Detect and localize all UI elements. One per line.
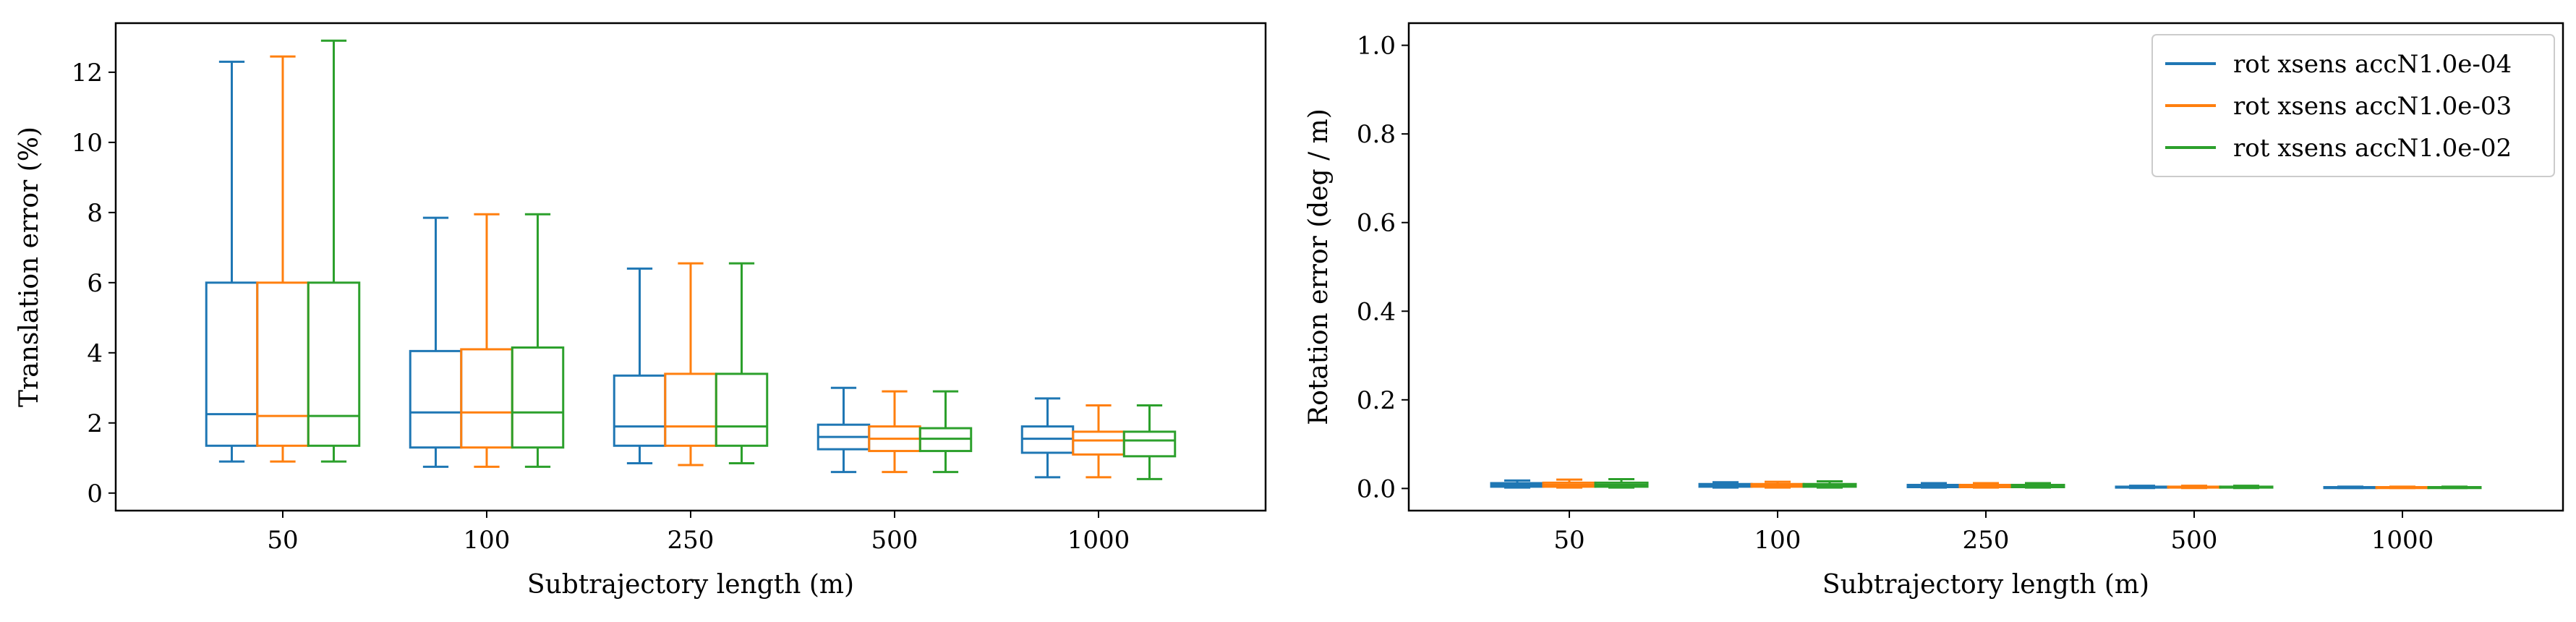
box-series-2-500 <box>918 390 973 474</box>
box-series-1-100 <box>460 213 513 468</box>
box-series-0-1000 <box>2323 485 2378 490</box>
box-series-2-100 <box>1802 480 1857 489</box>
box-series-2-1000 <box>2427 485 2482 490</box>
y-tick-label: 8 <box>87 199 103 228</box>
box-series-0-100 <box>1698 481 1753 489</box>
box-series-2-100 <box>511 213 565 468</box>
y-tick-label: 4 <box>87 339 103 368</box>
x-tick-label-50: 50 <box>1553 526 1585 555</box>
iqr-box <box>511 346 565 449</box>
legend-item-0: rot xsens accN1.0e-04 <box>2165 50 2512 79</box>
y-tick-label: 0.2 <box>1357 386 1396 415</box>
box-series-0-1000 <box>1020 397 1075 479</box>
box-series-0-500 <box>2115 485 2170 490</box>
y-tick-label: 1.0 <box>1357 32 1396 61</box>
x-tick-label-100: 100 <box>1754 526 1801 555</box>
rotation-error-chart: 0.0 0.2 0.4 0.6 0.8 1.0 50 100 250 500 1000 Subtraj… <box>1304 22 2564 600</box>
x-tick-label-1000: 1000 <box>2371 526 2434 555</box>
iqr-box <box>715 372 769 447</box>
x-tick-label-1000: 1000 <box>1067 526 1130 555</box>
box-series-2-250 <box>715 262 769 465</box>
x-tick-label-100: 100 <box>464 526 511 555</box>
y-tick-label: 0.6 <box>1357 209 1396 238</box>
legend-item-1: rot xsens accN1.0e-03 <box>2165 92 2512 121</box>
x-axis-label: Subtrajectory length (m) <box>1822 570 2149 600</box>
y-tick-label: 0.0 <box>1357 474 1396 503</box>
box-series-1-500 <box>868 390 921 474</box>
iqr-box <box>1122 430 1177 458</box>
box-series-2-1000 <box>1122 404 1177 480</box>
legend-label: rot xsens accN1.0e-04 <box>2233 50 2512 79</box>
x-tick-label-50: 50 <box>267 526 298 555</box>
x-axis-label: Subtrajectory length (m) <box>527 570 854 600</box>
legend-item-2: rot xsens accN1.0e-02 <box>2165 134 2512 163</box>
box-series-2-50 <box>1594 477 1649 489</box>
x-tick-label-250: 250 <box>1963 526 2010 555</box>
box-series-2-250 <box>2010 482 2065 489</box>
y-tick-label: 0.4 <box>1357 297 1396 326</box>
y-tick-label: 10 <box>72 129 103 158</box>
legend-frame <box>2151 34 2555 177</box>
box-series-1-1000 <box>2375 485 2430 490</box>
legend: rot xsens accN1.0e-04 rot xsens accN1.0e-… <box>2151 34 2555 177</box>
legend-label: rot xsens accN1.0e-02 <box>2233 134 2512 163</box>
box-series-0-100 <box>409 216 463 468</box>
translation-error-chart: 0 2 4 6 8 10 12 50 100 250 500 1000 Subtrajectory le… <box>14 22 1267 600</box>
y-tick-label: 0 <box>87 480 103 508</box>
x-tick-label-500: 500 <box>2171 526 2218 555</box>
box-series-1-1000 <box>1072 404 1125 479</box>
box-series-2-50 <box>307 39 361 463</box>
y-tick-label: 2 <box>87 409 103 438</box>
legend-label: rot xsens accN1.0e-03 <box>2233 92 2512 121</box>
x-tick-label-250: 250 <box>668 526 715 555</box>
box-series-2-500 <box>2219 485 2274 490</box>
box-series-0-500 <box>816 386 871 474</box>
y-tick-label: 0.8 <box>1357 120 1396 149</box>
iqr-box <box>307 281 361 447</box>
y-axis-label: Translation error (%) <box>14 127 44 407</box>
y-tick-label: 6 <box>87 269 103 298</box>
y-axis-label: Rotation error (deg / m) <box>1304 108 1334 425</box>
y-tick-label: 12 <box>72 59 103 88</box>
x-tick-label-500: 500 <box>871 526 918 555</box>
box-series-1-500 <box>2167 485 2222 490</box>
